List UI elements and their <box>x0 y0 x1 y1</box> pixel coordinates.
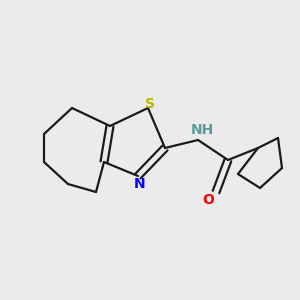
Text: O: O <box>202 193 214 207</box>
Text: NH: NH <box>190 123 214 137</box>
Text: S: S <box>145 97 155 111</box>
Text: N: N <box>134 177 146 191</box>
